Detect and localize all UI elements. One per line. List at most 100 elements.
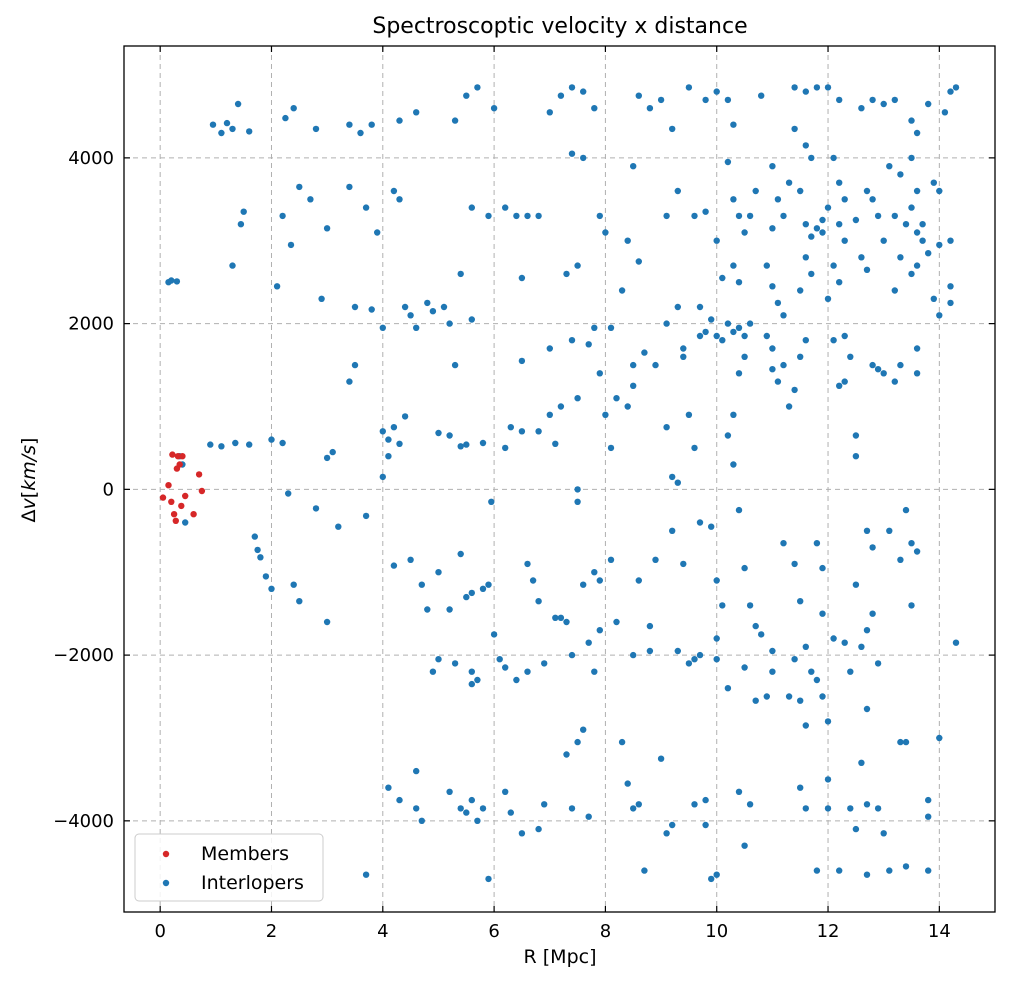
point-interlopers bbox=[758, 92, 765, 99]
point-interlopers bbox=[413, 109, 420, 116]
point-interlopers bbox=[630, 163, 637, 170]
point-interlopers bbox=[797, 287, 804, 294]
point-interlopers bbox=[407, 556, 414, 563]
point-interlopers bbox=[791, 125, 798, 133]
point-interlopers bbox=[952, 84, 960, 91]
point-interlopers bbox=[735, 788, 743, 795]
point-interlopers bbox=[925, 250, 932, 257]
point-interlopers bbox=[930, 295, 937, 302]
point-interlopers bbox=[841, 196, 848, 203]
point-interlopers bbox=[282, 114, 289, 122]
point-interlopers bbox=[474, 676, 481, 684]
point-interlopers bbox=[630, 382, 637, 389]
point-interlopers bbox=[602, 229, 609, 236]
x-tick-label: 14 bbox=[928, 921, 951, 942]
point-interlopers bbox=[735, 324, 743, 331]
point-interlopers bbox=[836, 96, 843, 104]
point-interlopers bbox=[874, 660, 882, 667]
point-interlopers bbox=[691, 656, 698, 663]
point-interlopers bbox=[502, 664, 509, 671]
point-interlopers bbox=[218, 443, 225, 450]
point-interlopers bbox=[897, 254, 904, 261]
point-interlopers bbox=[646, 105, 654, 112]
point-interlopers bbox=[279, 439, 286, 447]
point-interlopers bbox=[529, 577, 537, 584]
point-interlopers bbox=[468, 668, 475, 675]
point-interlopers bbox=[769, 647, 776, 655]
point-interlopers bbox=[746, 801, 754, 808]
point-members bbox=[198, 487, 206, 495]
point-interlopers bbox=[913, 370, 921, 377]
point-interlopers bbox=[863, 705, 871, 713]
legend-box bbox=[134, 833, 324, 902]
point-interlopers bbox=[362, 204, 370, 211]
point-interlopers bbox=[674, 647, 681, 655]
point-interlopers bbox=[669, 527, 676, 534]
point-interlopers bbox=[557, 403, 565, 410]
point-interlopers bbox=[936, 187, 943, 195]
legend-marker-members bbox=[162, 850, 170, 858]
point-interlopers bbox=[457, 443, 464, 450]
point-interlopers bbox=[769, 366, 776, 373]
point-interlopers bbox=[591, 324, 598, 331]
point-interlopers bbox=[785, 693, 793, 700]
point-interlopers bbox=[730, 196, 737, 203]
point-interlopers bbox=[379, 428, 386, 435]
point-interlopers bbox=[741, 564, 748, 572]
point-interlopers bbox=[863, 627, 871, 634]
point-interlopers bbox=[268, 585, 275, 592]
point-interlopers bbox=[724, 96, 732, 104]
point-interlopers bbox=[624, 780, 631, 787]
legend-label-members: Members bbox=[201, 843, 289, 865]
point-interlopers bbox=[507, 809, 514, 816]
point-interlopers bbox=[925, 813, 932, 820]
point-interlopers bbox=[936, 241, 943, 249]
point-interlopers bbox=[535, 598, 542, 605]
point-interlopers bbox=[535, 212, 542, 220]
point-interlopers bbox=[435, 569, 442, 576]
point-interlopers bbox=[730, 328, 737, 336]
point-interlopers bbox=[847, 668, 854, 675]
x-tick-label: 0 bbox=[154, 921, 165, 942]
point-interlopers bbox=[869, 361, 876, 369]
point-interlopers bbox=[713, 237, 720, 244]
point-interlopers bbox=[485, 212, 492, 220]
point-interlopers bbox=[657, 755, 665, 762]
point-interlopers bbox=[886, 867, 893, 874]
point-interlopers bbox=[863, 266, 871, 273]
point-interlopers bbox=[596, 627, 603, 634]
point-interlopers bbox=[902, 863, 910, 870]
point-interlopers bbox=[891, 96, 898, 104]
point-interlopers bbox=[741, 229, 748, 236]
point-interlopers bbox=[780, 540, 787, 547]
point-interlopers bbox=[696, 303, 704, 311]
point-members bbox=[168, 498, 175, 505]
point-interlopers bbox=[424, 606, 431, 613]
point-interlopers bbox=[680, 345, 687, 352]
point-interlopers bbox=[824, 776, 832, 783]
point-interlopers bbox=[574, 498, 581, 505]
point-interlopers bbox=[669, 473, 676, 481]
point-interlopers bbox=[925, 867, 932, 874]
point-interlopers bbox=[173, 278, 181, 285]
point-interlopers bbox=[451, 117, 459, 124]
point-interlopers bbox=[913, 187, 921, 195]
point-interlopers bbox=[323, 618, 331, 626]
point-interlopers bbox=[624, 403, 631, 410]
point-interlopers bbox=[669, 125, 676, 133]
point-interlopers bbox=[897, 738, 904, 746]
point-interlopers bbox=[780, 212, 787, 220]
point-interlopers bbox=[696, 651, 704, 659]
point-interlopers bbox=[390, 424, 398, 431]
point-interlopers bbox=[635, 801, 642, 808]
point-interlopers bbox=[435, 656, 442, 663]
point-members bbox=[165, 482, 172, 489]
legend: Members Interlopers bbox=[134, 833, 324, 902]
point-interlopers bbox=[841, 237, 848, 244]
point-interlopers bbox=[463, 809, 470, 816]
point-interlopers bbox=[418, 581, 425, 588]
point-interlopers bbox=[524, 560, 531, 568]
point-interlopers bbox=[669, 821, 676, 829]
point-interlopers bbox=[413, 767, 420, 775]
point-members bbox=[169, 451, 176, 458]
